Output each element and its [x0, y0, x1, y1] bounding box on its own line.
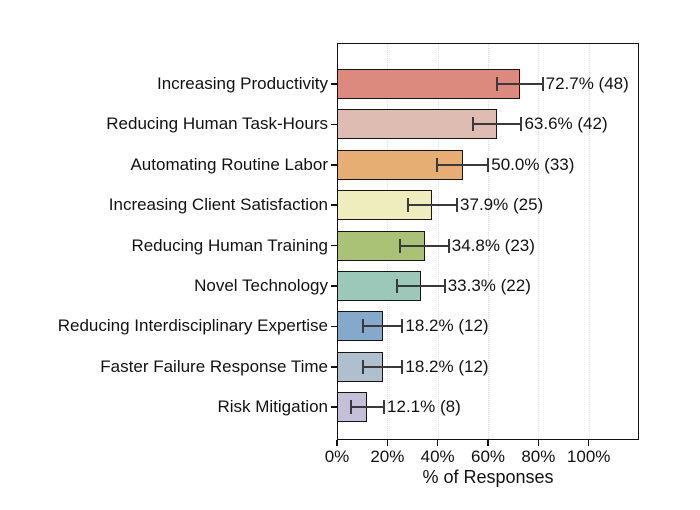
category-label: Increasing Client Satisfaction — [108, 195, 328, 215]
x-tick-mark — [487, 440, 489, 446]
gridline — [538, 44, 540, 439]
errorbar-line — [363, 365, 403, 368]
x-tick-mark — [537, 440, 540, 446]
errorbar-cap — [362, 319, 365, 334]
errorbar-line — [472, 123, 522, 126]
errorbar-cap — [456, 198, 459, 213]
errorbar-cap — [436, 157, 439, 172]
bar-value-label: 18.2% (12) — [405, 316, 489, 336]
category-label: Faster Failure Response Time — [100, 356, 328, 376]
errorbar-cap — [471, 117, 474, 132]
errorbar-cap — [362, 359, 365, 374]
errorbar-line — [497, 83, 543, 85]
gridline — [488, 44, 489, 439]
bar-value-label: 12.1% (8) — [387, 397, 461, 417]
y-tick-mark — [331, 366, 337, 368]
x-tick-mark — [386, 440, 389, 446]
errorbar-cap — [383, 400, 386, 415]
bar-value-label: 37.9% (25) — [460, 195, 544, 215]
errorbar-line — [363, 325, 403, 328]
errorbar-line — [350, 406, 385, 409]
x-tick-label: 60% — [470, 447, 506, 466]
errorbar-cap — [443, 279, 446, 293]
errorbar-line — [437, 163, 489, 166]
y-tick-mark — [331, 406, 337, 408]
errorbar-line — [407, 204, 458, 207]
y-tick-mark — [331, 244, 337, 247]
bar-value-label: 33.3% (22) — [447, 276, 531, 295]
gridline — [588, 44, 590, 439]
x-tick-label: 80% — [521, 447, 556, 466]
errorbar-cap — [401, 319, 404, 334]
category-label: Automating Routine Labor — [130, 154, 328, 174]
y-tick-mark — [331, 285, 337, 287]
x-tick-label: 100% — [566, 447, 611, 466]
errorbar-cap — [349, 400, 352, 415]
errorbar-cap — [487, 157, 490, 172]
y-tick-mark — [331, 204, 337, 206]
errorbar-cap — [406, 198, 409, 213]
category-label: Risk Mitigation — [217, 397, 328, 417]
gridline — [437, 44, 439, 439]
bar-value-label: 34.8% (23) — [451, 235, 535, 255]
errorbar-cap — [496, 77, 499, 91]
errorbar-line — [396, 285, 445, 287]
y-tick-mark — [331, 123, 337, 126]
bar-value-label: 18.2% (12) — [405, 356, 489, 376]
errorbar-cap — [541, 77, 544, 91]
category-label: Novel Technology — [194, 276, 328, 295]
errorbar-cap — [447, 238, 450, 253]
errorbar-cap — [399, 238, 402, 253]
x-tick-mark — [436, 440, 439, 446]
bar-value-label: 63.6% (42) — [524, 114, 608, 134]
bar-value-label: 72.7% (48) — [545, 74, 629, 93]
errorbar-cap — [520, 117, 523, 132]
x-axis-label: % of Responses — [422, 467, 554, 487]
errorbar-cap — [395, 279, 398, 293]
x-tick-mark — [336, 440, 338, 446]
x-tick-mark — [587, 440, 590, 446]
bar — [337, 271, 421, 301]
category-label: Reducing Human Training — [131, 235, 328, 255]
errorbar-line — [400, 244, 449, 247]
y-tick-mark — [331, 164, 337, 166]
category-label: Reducing Human Task-Hours — [106, 114, 328, 134]
y-tick-mark — [331, 325, 337, 328]
x-tick-label: 40% — [420, 447, 455, 466]
x-tick-label: 20% — [370, 447, 405, 466]
bar-value-label: 50.0% (33) — [491, 154, 575, 174]
y-tick-mark — [331, 83, 337, 85]
category-label: Reducing Interdisciplinary Expertise — [57, 316, 328, 336]
x-tick-label: 0% — [324, 447, 350, 466]
errorbar-cap — [401, 359, 404, 374]
category-label: Increasing Productivity — [156, 74, 328, 93]
